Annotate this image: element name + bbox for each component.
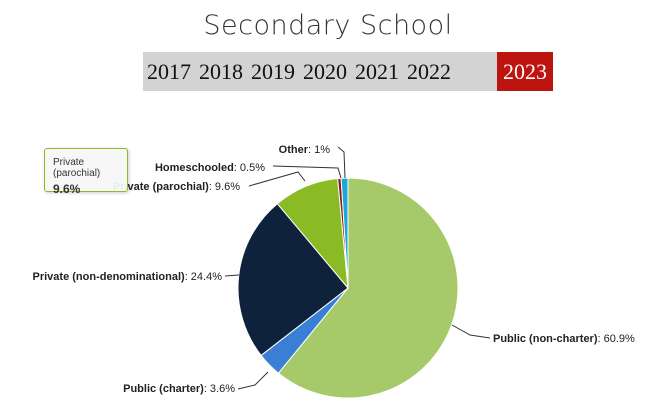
- year-2019[interactable]: 2019: [251, 59, 295, 84]
- leader-line: [224, 274, 240, 277]
- leader-line: [248, 171, 306, 187]
- year-selector: 2017 2018 2019 2020 2021 2022 2023: [143, 52, 553, 91]
- year-2018[interactable]: 2018: [199, 59, 243, 84]
- leader-line: [237, 371, 269, 390]
- year-2017[interactable]: 2017: [147, 59, 191, 84]
- tooltip-label: Private (parochial): [53, 157, 101, 179]
- data-label: Public (charter): 3.6%: [123, 383, 235, 395]
- pie-slice-other[interactable]: [340, 177, 349, 289]
- year-2020[interactable]: 2020: [303, 59, 347, 84]
- data-label: Public (non-charter): 60.9%: [493, 333, 635, 345]
- data-label: Private (parochial): 9.6%: [113, 181, 240, 193]
- leader-line: [272, 165, 342, 179]
- year-2021[interactable]: 2021: [355, 59, 399, 84]
- year-2022[interactable]: 2022: [407, 59, 451, 84]
- year-2023[interactable]: 2023: [497, 52, 553, 91]
- data-label: Other: 1%: [279, 144, 331, 156]
- leader-line: [451, 324, 491, 339]
- leader-line: [337, 146, 346, 179]
- pie-slice-private-non-denominational[interactable]: [237, 202, 349, 357]
- pie-slice-public-non-charter[interactable]: [277, 177, 459, 399]
- data-label: Homeschooled: 0.5%: [155, 162, 265, 174]
- tooltip-value: 9.6%: [53, 182, 81, 196]
- tooltip: Private (parochial) 9.6%: [44, 148, 128, 196]
- chart-title: Secondary School: [203, 10, 453, 41]
- data-label: Private (non-denominational): 24.4%: [33, 271, 223, 283]
